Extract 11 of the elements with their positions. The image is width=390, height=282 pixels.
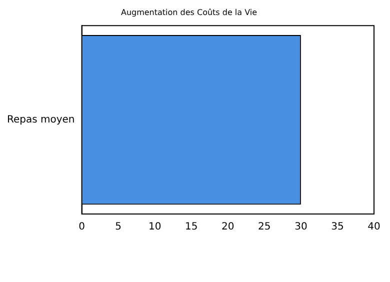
x-tick-label: 40 (368, 222, 380, 233)
x-tick-label: 35 (331, 222, 344, 233)
x-tick-label: 5 (115, 222, 122, 233)
x-tick-label: 15 (184, 222, 198, 233)
y-tick-label: Repas moyen (6, 114, 75, 126)
chart-title: Augmentation des Coûts de la Vie (120, 8, 258, 17)
x-tick-label: 20 (222, 222, 234, 233)
x-tick-label: 25 (258, 222, 271, 233)
x-tick-label: 0 (78, 222, 85, 233)
x-tick-label: 10 (148, 222, 162, 233)
x-tick-label: 30 (294, 222, 308, 233)
